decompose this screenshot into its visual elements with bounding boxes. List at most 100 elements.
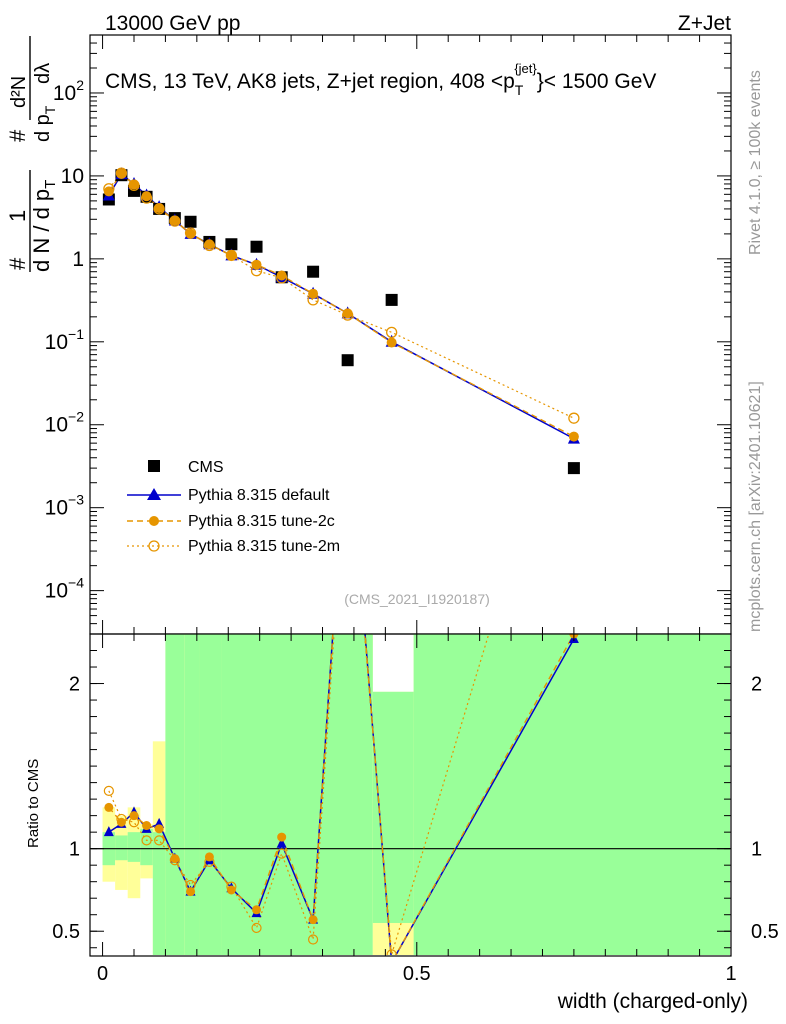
tune2c-point	[276, 270, 287, 281]
ratio-y-tick-label-right: 1	[751, 839, 762, 861]
ratio-y-tick-label: 0.5	[52, 921, 80, 943]
tune2c-point	[251, 259, 262, 270]
ratio-tune2m-point	[386, 949, 397, 955]
tune2m-point	[103, 183, 115, 195]
cms-data-point	[341, 354, 354, 367]
tune2c-point	[226, 250, 237, 261]
ratio-band-green	[165, 634, 185, 955]
ratio-band-green	[413, 634, 730, 955]
tune2m-point	[250, 265, 263, 277]
ratio-tune2c-point	[277, 832, 287, 842]
tune2m-point	[184, 227, 197, 239]
legend-label-default: Pythia 8.315 default	[188, 487, 330, 504]
ratio-tune2m-point	[251, 922, 262, 934]
tune2m-point	[169, 215, 181, 227]
ylabel-denominator: d N / d pT	[29, 180, 59, 272]
ratio-tune2c-point	[387, 958, 396, 967]
tune2c-point	[128, 179, 139, 190]
ratio-tune2m-point	[276, 848, 287, 859]
tune2m-point	[225, 249, 238, 262]
ratio-default-point	[387, 957, 397, 967]
ylabel-dpt: d pT	[32, 105, 58, 142]
ratio-y-tick-label-right: 2	[751, 674, 762, 696]
ratio-y-tick-label: 2	[69, 674, 80, 696]
ratio-default-point	[103, 826, 114, 837]
tune2m-point	[128, 179, 140, 191]
cms-data-point	[567, 462, 580, 475]
tune2m-point	[385, 326, 398, 339]
title-prefix: CMS, 13 TeV, AK8 jets, Z+jet region, 408…	[105, 70, 515, 93]
ratio-tune2c-point	[252, 905, 262, 915]
main-y-tick-label: 10−3	[45, 492, 85, 520]
main-y-tick-label: 102	[53, 77, 84, 105]
ratio-axis-ticks: 0.5 0.5 1 1 2 2 0 0.5 1	[52, 634, 779, 985]
main-series-markers	[102, 167, 580, 475]
main-y-tick-label: 10	[61, 165, 84, 188]
ratio-tune2m-point	[103, 785, 114, 796]
tune2m-point	[307, 294, 319, 306]
tune2c-point	[103, 186, 114, 197]
ylabel-dlambda: dλ	[32, 63, 54, 84]
ratio-tune2m-point	[307, 934, 319, 945]
tune2c-point	[154, 203, 165, 214]
ratio-band-green	[127, 832, 141, 862]
tune2m-point	[140, 192, 153, 204]
main-plot-frame	[89, 34, 732, 635]
cms-data-point	[307, 265, 320, 278]
ratio-tune2m-point	[569, 349, 578, 358]
ratio-tune2m-point	[169, 855, 180, 866]
ratio-tune2m-point	[128, 817, 140, 828]
ratio-x-tick-label: 1	[725, 963, 736, 985]
ratio-ylabel: Ratio to CMS	[25, 759, 42, 848]
ratio-tune2c-point	[308, 915, 318, 925]
legend-marker-default	[147, 488, 161, 500]
tune2m-point	[276, 272, 288, 284]
ratio-tune2m-point	[141, 835, 152, 846]
ratio-tune2m-point	[185, 879, 196, 891]
ratio-default-point	[276, 837, 287, 848]
tune2c-point	[185, 228, 196, 239]
mcplots-label: mcplots.cern.ch [arXiv:2401.10621]	[747, 381, 764, 632]
ratio-tune2m-point	[226, 881, 237, 892]
ratio-band-green	[115, 835, 128, 861]
main-y-tick-label: 10−2	[45, 409, 85, 437]
ratio-band-green	[184, 634, 200, 955]
main-line-3	[108, 172, 575, 419]
tune2c-point	[116, 168, 127, 179]
legend-marker-tune2c	[149, 516, 159, 526]
tune2c-point	[568, 431, 579, 442]
legend: CMS Pythia 8.315 default Pythia 8.315 tu…	[127, 459, 340, 555]
ylabel-hash-1: #	[5, 257, 30, 270]
ratio-tune2m-point	[116, 813, 127, 825]
legend-marker-tune2m	[148, 540, 160, 552]
header-left: 13000 GeV pp	[105, 12, 240, 35]
title-suffix: }< 1500 GeV	[537, 70, 657, 93]
main-plot-title: CMS, 13 TeV, AK8 jets, Z+jet region, 408…	[105, 61, 656, 98]
tune2c-point	[386, 337, 397, 348]
tune2m-point	[115, 167, 128, 179]
ratio-x-tick-label: 0.5	[403, 963, 431, 985]
main-axis-ticks: 10−4 10−3 10−2 10−1 1 10 102	[45, 34, 732, 635]
ratio-series-markers	[103, 349, 579, 967]
legend-label-tune2m: Pythia 8.315 tune-2m	[188, 538, 340, 555]
ratio-tune2c-point	[154, 824, 164, 834]
legend-label-tune2c: Pythia 8.315 tune-2c	[188, 513, 335, 530]
ratio-tune2m-point	[154, 835, 165, 846]
cms-data-point	[184, 215, 197, 228]
tune2m-point	[153, 203, 165, 215]
ratio-tune2m-point	[204, 856, 215, 867]
ratio-y-tick-label: 1	[69, 839, 80, 861]
main-ylabel: # 1 d N / d pT # d²N d pT dλ	[5, 36, 59, 272]
ratio-tune2c-point	[226, 885, 236, 895]
ratio-xlabel: width (charged-only)	[557, 990, 748, 1013]
ylabel-one: 1	[5, 210, 30, 222]
ratio-line-2	[108, 634, 490, 955]
tune2m-point	[568, 412, 580, 424]
ratio-band-green	[140, 828, 153, 866]
tune2m-point	[342, 309, 354, 321]
analysis-watermark: (CMS_2021_I1920187)	[344, 591, 490, 607]
ratio-y-tick-label-right: 0.5	[751, 921, 779, 943]
ratio-tune2m-point	[343, 431, 352, 440]
cms-data-point	[250, 240, 263, 253]
